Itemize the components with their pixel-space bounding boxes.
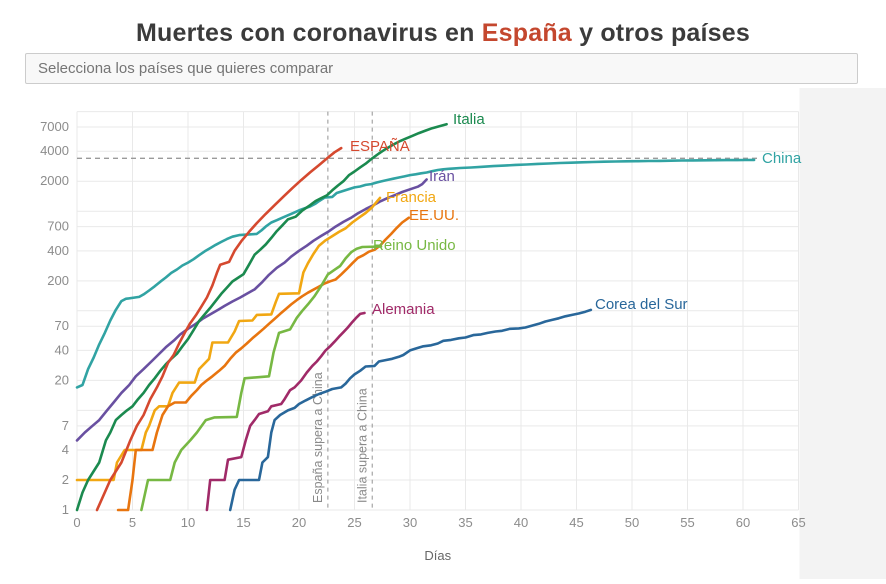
y-tick-label: 70 bbox=[55, 318, 69, 333]
series-label-francia: Francia bbox=[386, 189, 437, 206]
y-tick-label: 40 bbox=[55, 342, 69, 357]
y-tick-label: 200 bbox=[47, 273, 69, 288]
y-tick-label: 20 bbox=[55, 372, 69, 387]
y-tick-label: 400 bbox=[47, 243, 69, 258]
series-label-ee-uu: EE.UU. bbox=[409, 207, 459, 224]
y-tick-label: 2 bbox=[62, 472, 69, 487]
x-tick-label: 50 bbox=[625, 515, 639, 530]
x-tick-label: 55 bbox=[680, 515, 694, 530]
x-tick-label: 35 bbox=[458, 515, 472, 530]
series-label-iran: Irán bbox=[429, 168, 455, 185]
y-tick-label: 4 bbox=[62, 442, 69, 457]
y-tick-label: 1 bbox=[62, 502, 69, 517]
x-tick-label: 0 bbox=[73, 515, 80, 530]
page-title-suffix: y otros países bbox=[572, 19, 750, 47]
chart-right-margin bbox=[800, 88, 886, 579]
x-tick-label: 65 bbox=[791, 515, 805, 530]
series-label-italia: Italia bbox=[453, 111, 485, 128]
x-tick-label: 5 bbox=[129, 515, 136, 530]
y-tick-label: 7 bbox=[62, 418, 69, 433]
series-label-alemania: Alemania bbox=[372, 301, 435, 318]
series-label-espana: ESPAÑA bbox=[350, 138, 410, 155]
x-tick-label: 40 bbox=[514, 515, 528, 530]
x-axis-title: Días bbox=[424, 548, 451, 563]
deaths-chart-container: 1 2 4 7 20 40 70 200 400 700 2000 4000 7000 0 5 10 15 20 2… bbox=[0, 88, 886, 579]
page-title-prefix: Muertes con coronavirus en bbox=[136, 19, 482, 47]
x-tick-label: 10 bbox=[181, 515, 195, 530]
x-tick-label: 30 bbox=[403, 515, 417, 530]
page-title-highlight: España bbox=[482, 19, 572, 47]
series-label-reino-unido: Reino Unido bbox=[373, 237, 456, 254]
country-select-input[interactable] bbox=[25, 53, 858, 84]
x-tick-label: 20 bbox=[292, 515, 306, 530]
y-tick-label: 2000 bbox=[40, 173, 69, 188]
y-tick-label: 700 bbox=[47, 219, 69, 234]
series-label-corea-del-sur: Corea del Sur bbox=[595, 296, 688, 313]
y-tick-label: 4000 bbox=[40, 143, 69, 158]
deaths-line-chart: 1 2 4 7 20 40 70 200 400 700 2000 4000 7000 0 5 10 15 20 2… bbox=[0, 88, 886, 579]
x-tick-label: 15 bbox=[236, 515, 250, 530]
x-tick-label: 60 bbox=[736, 515, 750, 530]
page-title: Muertes con coronavirus en España y otro… bbox=[0, 19, 886, 48]
series-label-china: China bbox=[762, 150, 802, 167]
annotation-label-italia-supera-a-china: Italia supera a China bbox=[355, 388, 369, 503]
y-tick-label: 7000 bbox=[40, 119, 69, 134]
x-tick-label: 45 bbox=[569, 515, 583, 530]
x-tick-label: 25 bbox=[347, 515, 361, 530]
